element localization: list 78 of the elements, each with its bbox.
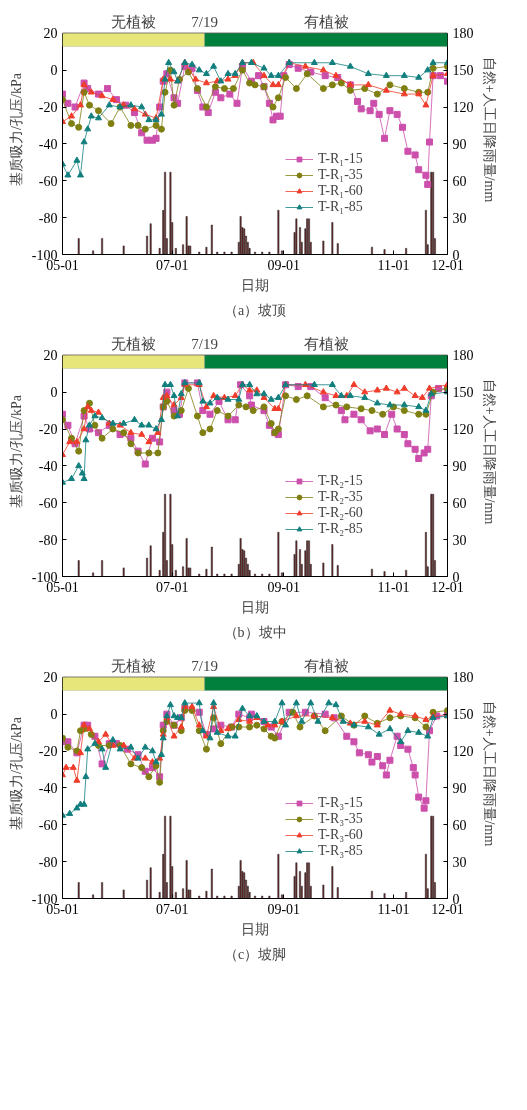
legend-label: T-R₁-60 [318, 183, 363, 199]
y-tick-label: -20 [38, 422, 58, 438]
legend-label: T-R₂-15 [318, 473, 363, 489]
band-label: 有植被 [303, 657, 349, 674]
y2-axis-title: 自然+人工日降雨量/mm [481, 378, 497, 525]
x-tick-label: 09-01 [267, 901, 301, 917]
y-axis-title: 基质吸力/孔压/kPa [8, 716, 24, 830]
y2-tick-label: 60 [452, 817, 467, 833]
x-tick-label: 11-01 [377, 579, 410, 595]
y2-tick-label: 60 [452, 173, 467, 189]
y-tick-label: -20 [38, 744, 58, 760]
x-tick-label: 07-01 [155, 579, 189, 595]
y2-tick-label: 90 [452, 136, 467, 152]
y-tick-label: 20 [43, 670, 58, 686]
band-label: 无植被 [111, 657, 157, 674]
text: （b）坡中 [223, 624, 287, 640]
legend-label: T-R₂-35 [318, 489, 363, 505]
y2-axis-title: 自然+人工日降雨量/mm [481, 56, 497, 203]
x-tick-label: 09-01 [267, 257, 301, 273]
y-tick-label: -20 [38, 100, 58, 116]
y-tick-label: 20 [43, 348, 58, 364]
y-tick-label: 20 [43, 26, 58, 42]
y2-axis-title: 自然+人工日降雨量/mm [481, 700, 497, 847]
y-tick-label: -60 [38, 817, 58, 833]
x-tick-label: 09-01 [267, 579, 301, 595]
x-tick-label: 11-01 [377, 901, 410, 917]
y2-tick-label: 30 [452, 210, 467, 226]
y-tick-label: -80 [38, 532, 58, 548]
y2-tick-label: 30 [452, 532, 467, 548]
legend-label: T-R₃-85 [318, 843, 363, 859]
x-tick-label: 11-01 [377, 257, 410, 273]
y-tick-label: -60 [38, 173, 58, 189]
x-tick-label: 07-01 [155, 257, 189, 273]
y2-tick-label: 30 [452, 854, 467, 870]
y2-tick-label: 120 [452, 422, 474, 438]
legend-label: T-R₂-60 [318, 505, 363, 521]
text: （c）坡脚 [223, 946, 287, 962]
band-label: 有植被 [303, 13, 349, 30]
y-tick-label: -80 [38, 210, 58, 226]
legend-label: T-R₁-85 [318, 199, 363, 215]
y2-tick-label: 60 [452, 495, 467, 511]
y2-tick-label: 180 [452, 348, 474, 364]
band-label: 有植被 [303, 335, 349, 352]
y-tick-label: -80 [38, 854, 58, 870]
x-axis-title: 日期 [241, 277, 269, 293]
y-tick-label: -40 [38, 458, 58, 474]
y-axis-title: 基质吸力/孔压/kPa [8, 72, 24, 186]
y-tick-label: 0 [50, 707, 58, 723]
y-tick-label: 0 [50, 63, 58, 79]
legend-label: T-R₃-35 [318, 811, 363, 827]
x-axis-title: 日期 [241, 599, 269, 615]
legend-label: T-R₁-35 [318, 167, 363, 183]
text: （a）坡顶 [223, 302, 287, 318]
y-tick-label: 0 [50, 385, 58, 401]
band-label: 无植被 [111, 13, 157, 30]
y2-tick-label: 180 [452, 26, 474, 42]
text: 7/19 [191, 657, 218, 674]
x-tick-label: 07-01 [155, 901, 189, 917]
y2-tick-label: 90 [452, 780, 467, 796]
y2-tick-label: 90 [452, 458, 467, 474]
legend-label: T-R₁-15 [318, 151, 363, 167]
y2-tick-label: 150 [452, 385, 474, 401]
legend-label: T-R₂-85 [318, 521, 363, 537]
legend-label: T-R₃-60 [318, 827, 363, 843]
y-tick-label: -40 [38, 136, 58, 152]
band-label: 无植被 [111, 335, 157, 352]
y2-tick-label: 150 [452, 707, 474, 723]
legend-label: T-R₃-15 [318, 795, 363, 811]
y-tick-label: -40 [38, 780, 58, 796]
y-tick-label: -60 [38, 495, 58, 511]
y2-tick-label: 150 [452, 63, 474, 79]
y2-tick-label: 120 [452, 744, 474, 760]
y2-tick-label: 180 [452, 670, 474, 686]
x-axis-title: 日期 [241, 921, 269, 937]
y-axis-title: 基质吸力/孔压/kPa [8, 394, 24, 508]
text: 7/19 [191, 13, 218, 30]
text: 7/19 [191, 335, 218, 352]
y2-tick-label: 120 [452, 100, 474, 116]
